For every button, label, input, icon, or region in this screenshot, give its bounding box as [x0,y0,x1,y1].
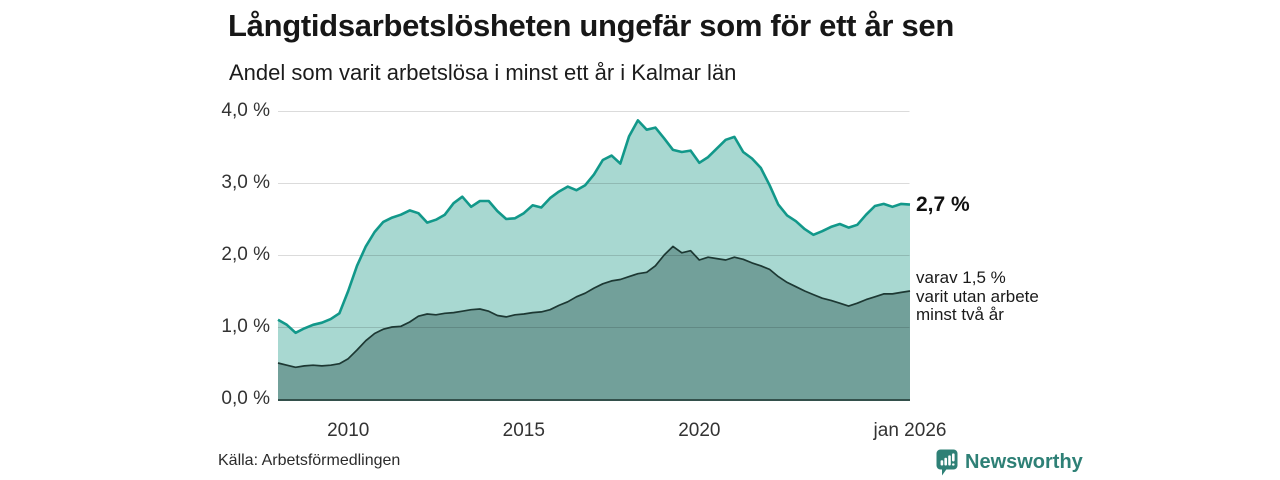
x-tick-label: 2020 [678,420,721,441]
line-one-year [277,119,911,335]
annotation-line: varit utan arbete [916,286,1039,306]
x-tick-label: 2010 [327,420,370,441]
newsworthy-bar-chart-bubble-icon [936,449,958,476]
newsworthy-logo: Newsworthy [936,449,1083,476]
source-caption: Källa: Arbetsförmedlingen [218,452,401,469]
area-two-years [278,246,910,399]
chart-title: Långtidsarbetslösheten ungefär som för e… [228,8,955,43]
x-tick-label: 2015 [502,420,545,441]
y-tick-label: 2,0 % [221,244,270,265]
annotation-line: minst två år [916,305,1004,324]
x-tick-label: jan 2026 [873,420,947,441]
latest-value-label: 2,7 % [916,193,970,216]
y-tick-label: 4,0 % [221,100,270,121]
newsworthy-wordmark: Newsworthy [965,451,1083,473]
y-tick-label: 3,0 % [221,172,270,193]
chart-subtitle: Andel som varit arbetslösa i minst ett å… [229,60,737,85]
y-tick-label: 1,0 % [221,316,270,337]
annotation-line: varav 1,5 % [916,268,1006,287]
y-tick-label: 0,0 % [221,388,270,409]
two-year-annotation: varav 1,5 % varit utan arbete minst två … [916,268,1039,325]
line-two-years [277,245,911,369]
